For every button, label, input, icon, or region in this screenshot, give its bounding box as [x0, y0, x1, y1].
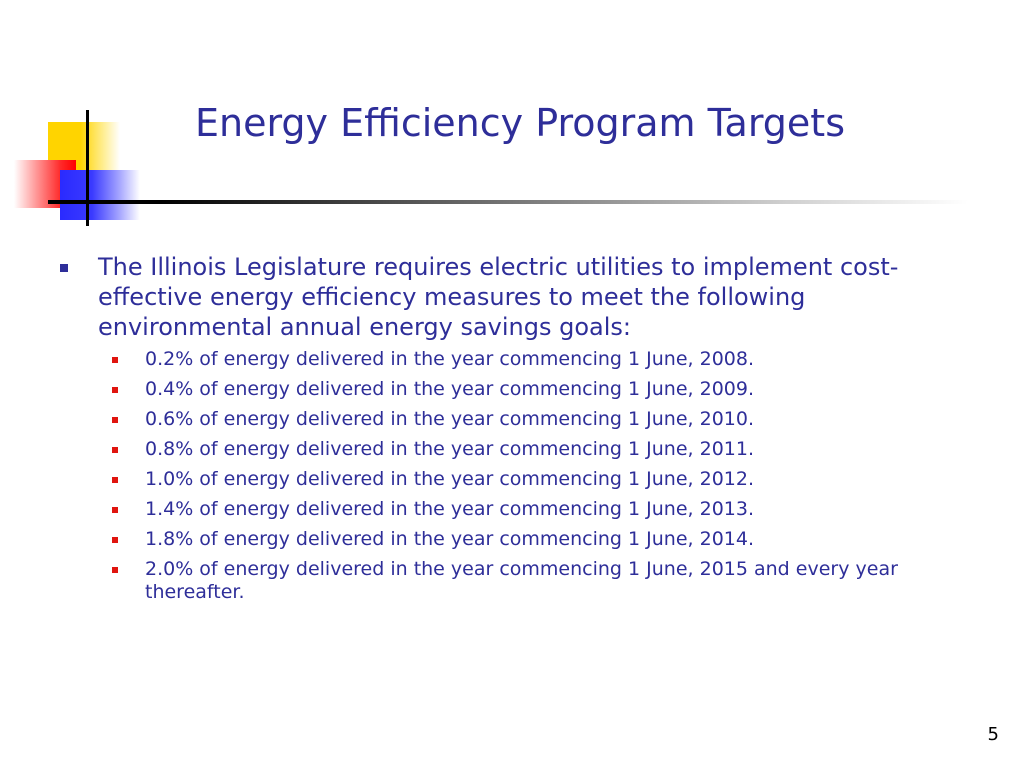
sub-bullet-item: 1.4% of energy delivered in the year com…	[112, 498, 960, 521]
sub-bullet-item: 1.8% of energy delivered in the year com…	[112, 528, 960, 551]
main-bullet-text: The Illinois Legislature requires electr…	[98, 253, 899, 341]
sub-bullet-item: 0.4% of energy delivered in the year com…	[112, 378, 960, 401]
square-bullet-icon	[112, 447, 118, 453]
sub-bullet-text: 0.4% of energy delivered in the year com…	[145, 378, 755, 400]
page-number: 5	[987, 724, 999, 745]
square-bullet-icon	[112, 387, 118, 393]
sub-bullet-text: 1.0% of energy delivered in the year com…	[145, 468, 755, 490]
square-bullet-icon	[60, 264, 68, 272]
decorative-squares-logo	[0, 0, 160, 240]
sub-bullet-list: 0.2% of energy delivered in the year com…	[60, 348, 960, 604]
sub-bullet-text: 1.4% of energy delivered in the year com…	[145, 498, 755, 520]
sub-bullet-text: 1.8% of energy delivered in the year com…	[145, 528, 755, 550]
sub-bullet-item: 1.0% of energy delivered in the year com…	[112, 468, 960, 491]
square-bullet-icon	[112, 477, 118, 483]
sub-bullet-item: 0.8% of energy delivered in the year com…	[112, 438, 960, 461]
slide-body: The Illinois Legislature requires electr…	[60, 252, 960, 611]
square-bullet-icon	[112, 357, 118, 363]
vertical-rule	[86, 110, 89, 226]
sub-bullet-item: 0.2% of energy delivered in the year com…	[112, 348, 960, 371]
sub-bullet-text: 0.2% of energy delivered in the year com…	[145, 348, 755, 370]
sub-bullet-text: 0.8% of energy delivered in the year com…	[145, 438, 755, 460]
main-bullet: The Illinois Legislature requires electr…	[60, 252, 960, 342]
square-bullet-icon	[112, 417, 118, 423]
sub-bullet-text: 0.6% of energy delivered in the year com…	[145, 408, 755, 430]
blue-square	[60, 170, 140, 220]
sub-bullet-text: 2.0% of energy delivered in the year com…	[145, 558, 898, 603]
square-bullet-icon	[112, 567, 118, 573]
sub-bullet-item: 0.6% of energy delivered in the year com…	[112, 408, 960, 431]
square-bullet-icon	[112, 507, 118, 513]
slide-title: Energy Efficiency Program Targets	[194, 101, 845, 145]
title-divider	[48, 200, 968, 204]
square-bullet-icon	[112, 537, 118, 543]
sub-bullet-item: 2.0% of energy delivered in the year com…	[112, 558, 960, 604]
